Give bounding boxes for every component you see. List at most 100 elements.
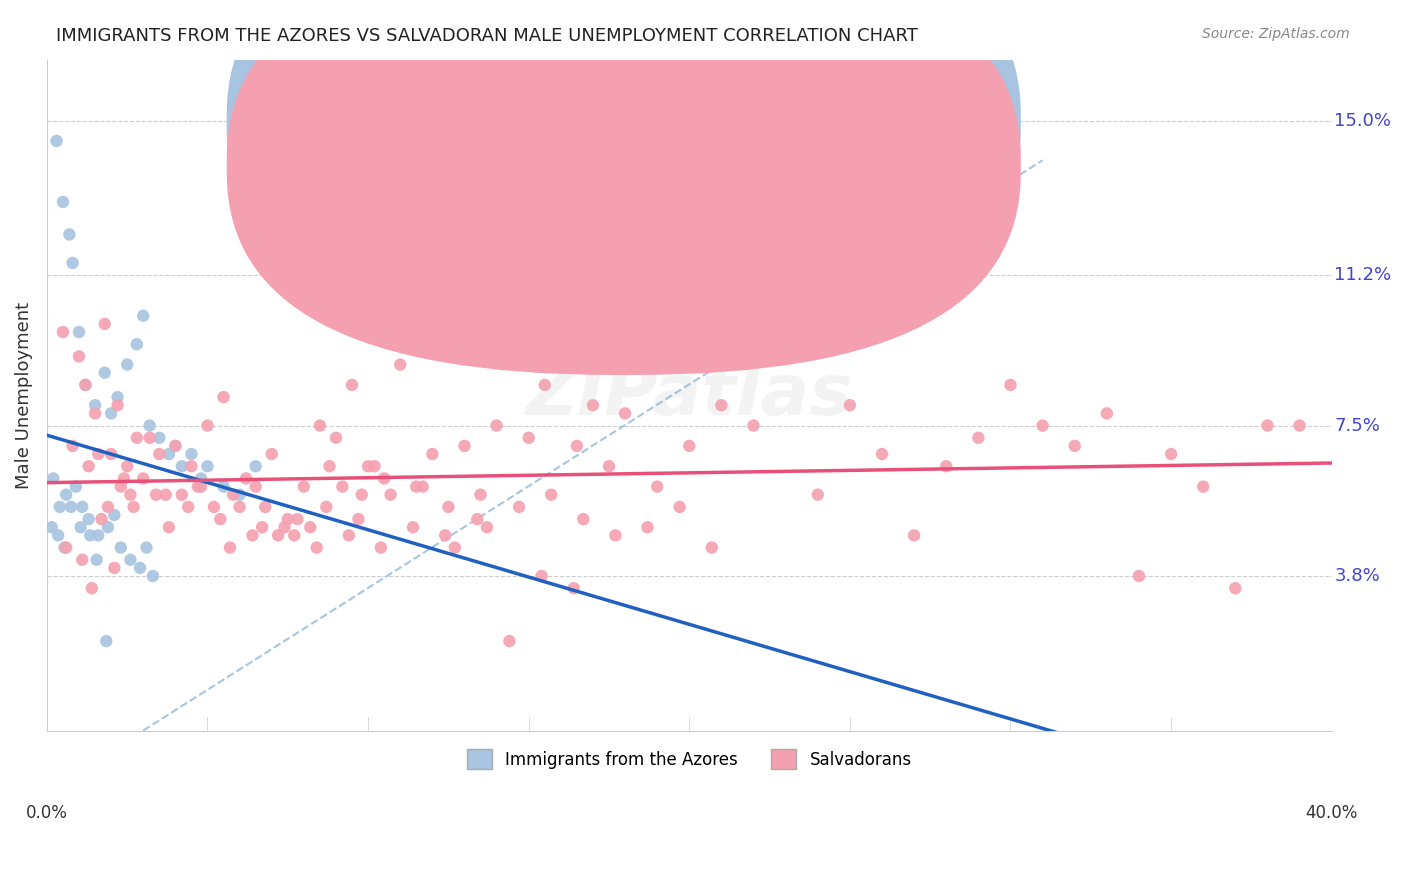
Point — [1095, 406, 1118, 420]
Text: ZIPatlas: ZIPatlas — [526, 360, 853, 430]
Point — [58, 227, 80, 242]
Point — [97, 500, 120, 514]
Point — [228, 488, 250, 502]
Point — [120, 553, 142, 567]
Point — [498, 634, 520, 648]
Point — [65, 479, 87, 493]
Text: 11.2%: 11.2% — [1334, 266, 1392, 285]
Point — [197, 459, 219, 474]
Point — [380, 488, 402, 502]
Point — [668, 500, 690, 514]
Point — [598, 459, 620, 474]
Point — [87, 447, 110, 461]
Point — [1032, 418, 1054, 433]
Point — [142, 569, 165, 583]
Point — [254, 500, 277, 514]
Point — [517, 431, 540, 445]
Point — [53, 541, 76, 555]
Point — [340, 378, 363, 392]
Point — [87, 528, 110, 542]
Point — [132, 309, 155, 323]
Point — [190, 479, 212, 493]
Text: 46: 46 — [824, 111, 848, 129]
Point — [70, 500, 93, 514]
Point — [129, 561, 152, 575]
Point — [222, 488, 245, 502]
Point — [135, 541, 157, 555]
Point — [533, 378, 555, 392]
Point — [80, 581, 103, 595]
Text: 123: 123 — [824, 154, 859, 172]
Point — [402, 520, 425, 534]
Point — [565, 439, 588, 453]
Point — [187, 479, 209, 493]
Point — [55, 488, 77, 502]
Point — [273, 520, 295, 534]
Point — [315, 500, 337, 514]
Point — [443, 541, 465, 555]
Point — [67, 350, 90, 364]
Point — [260, 447, 283, 461]
Point — [52, 325, 75, 339]
Point — [605, 528, 627, 542]
Point — [582, 398, 605, 412]
Point — [41, 520, 63, 534]
Point — [180, 459, 202, 474]
Point — [157, 520, 180, 534]
Point — [245, 459, 267, 474]
Text: Source: ZipAtlas.com: Source: ZipAtlas.com — [1202, 27, 1350, 41]
Point — [292, 479, 315, 493]
Point — [100, 447, 122, 461]
Point — [103, 508, 125, 522]
Point — [55, 541, 77, 555]
Point — [437, 500, 460, 514]
Point — [100, 406, 122, 420]
Point — [103, 561, 125, 575]
Point — [219, 541, 242, 555]
Point — [299, 520, 322, 534]
Point — [93, 366, 115, 380]
Point — [1000, 378, 1022, 392]
Point — [212, 479, 235, 493]
Point — [112, 471, 135, 485]
Point — [180, 447, 202, 461]
Point — [1063, 439, 1085, 453]
Point — [197, 418, 219, 433]
Point — [79, 528, 101, 542]
Point — [209, 512, 232, 526]
Point — [645, 479, 668, 493]
Point — [107, 398, 129, 412]
Point — [202, 500, 225, 514]
Text: R =: R = — [644, 154, 681, 172]
Point — [530, 569, 553, 583]
Point — [318, 459, 340, 474]
Point — [305, 541, 328, 555]
Point — [67, 325, 90, 339]
Point — [337, 528, 360, 542]
Text: 0.188: 0.188 — [696, 154, 748, 172]
Point — [475, 520, 498, 534]
Point — [212, 390, 235, 404]
Point — [935, 459, 957, 474]
Point — [235, 471, 257, 485]
Point — [540, 488, 562, 502]
Point — [250, 520, 273, 534]
Text: IMMIGRANTS FROM THE AZORES VS SALVADORAN MALE UNEMPLOYMENT CORRELATION CHART: IMMIGRANTS FROM THE AZORES VS SALVADORAN… — [56, 27, 918, 45]
Point — [700, 541, 723, 555]
Point — [485, 418, 508, 433]
Text: 3.8%: 3.8% — [1334, 567, 1381, 585]
Point — [347, 512, 370, 526]
Point — [1160, 447, 1182, 461]
Point — [1288, 418, 1310, 433]
Text: 40.0%: 40.0% — [1306, 804, 1358, 822]
Point — [77, 512, 100, 526]
Point — [350, 488, 373, 502]
Point — [807, 488, 830, 502]
Point — [420, 447, 443, 461]
Point — [138, 431, 160, 445]
Point — [75, 378, 97, 392]
FancyBboxPatch shape — [226, 0, 1021, 375]
FancyBboxPatch shape — [586, 93, 998, 201]
Point — [125, 431, 148, 445]
Point — [70, 553, 93, 567]
